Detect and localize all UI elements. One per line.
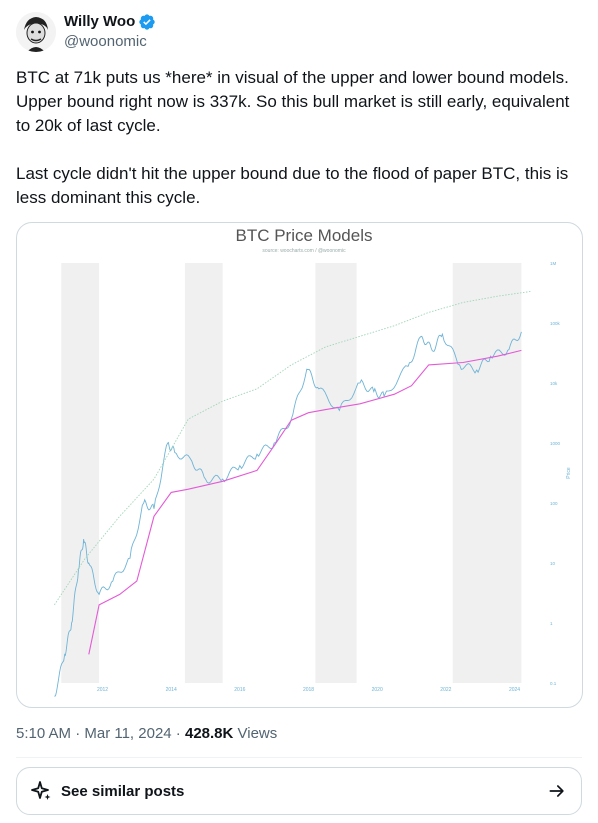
display-name[interactable]: Willy Woo — [64, 13, 136, 30]
tweet-text: BTC at 71k puts us *here* in visual of t… — [16, 68, 570, 207]
x-tick-label: 2012 — [97, 687, 108, 693]
x-tick-label: 2018 — [303, 687, 314, 693]
tweet-media-chart[interactable]: BTC Price Models source: woocharts.com /… — [16, 222, 583, 708]
bear-band-3 — [452, 263, 522, 683]
bear-band-2 — [315, 263, 357, 683]
arrow-right-icon — [549, 785, 564, 797]
x-tick-label: 2024 — [509, 687, 520, 693]
author-names: Willy Woo @woonomic — [64, 12, 156, 52]
handle[interactable]: @woonomic — [64, 33, 147, 50]
price-model-chart: BTC Price Models source: woocharts.com /… — [54, 226, 572, 697]
tweet-header: Willy Woo @woonomic — [16, 12, 156, 52]
price-line — [54, 331, 522, 697]
upper-bound-line — [54, 290, 532, 606]
views-count: 428.8K — [184, 725, 234, 742]
lower-bound-line — [88, 349, 522, 655]
y-tick-label: 100k — [550, 321, 561, 326]
x-axis-ticks: 2012 2014 2016 2018 2020 2022 2024 — [97, 687, 520, 693]
bear-band-0 — [61, 263, 100, 683]
see-similar-posts-button[interactable]: See similar posts — [16, 767, 582, 815]
divider — [16, 757, 582, 758]
x-tick-label: 2022 — [440, 687, 451, 693]
see-similar-posts-label: See similar posts — [61, 782, 185, 800]
x-tick-label: 2020 — [372, 687, 383, 693]
y-tick-label: 1000 — [550, 441, 561, 446]
y-axis-ticks: 0.1 1 10 100 1000 10k 100k 1M — [550, 261, 561, 686]
timestamp[interactable]: 5:10 AM · Mar 11, 2024 · — [16, 725, 185, 742]
x-tick-label: 2014 — [166, 687, 177, 693]
y-tick-label: 10k — [550, 381, 558, 386]
y-tick-label: 1 — [550, 621, 553, 626]
bear-band-1 — [184, 263, 223, 683]
avatar[interactable] — [16, 12, 56, 52]
y-axis-label: Price — [566, 467, 572, 479]
views-label: Views — [233, 725, 278, 742]
x-tick-label: 2016 — [234, 687, 245, 693]
y-tick-label: 10 — [550, 561, 556, 566]
sparkle-icon — [31, 781, 51, 800]
bear-market-bands — [61, 263, 522, 683]
chart-title: BTC Price Models — [236, 226, 373, 245]
tweet-meta: 5:10 AM · Mar 11, 2024 · 428.8K Views — [16, 724, 277, 744]
chart-series — [54, 290, 532, 697]
y-tick-label: 0.1 — [550, 681, 557, 686]
chart-subtitle: source: woocharts.com / @woonomic — [262, 248, 346, 254]
verified-badge-icon — [139, 14, 155, 30]
y-tick-label: 100 — [550, 501, 558, 506]
y-tick-label: 1M — [550, 261, 557, 266]
